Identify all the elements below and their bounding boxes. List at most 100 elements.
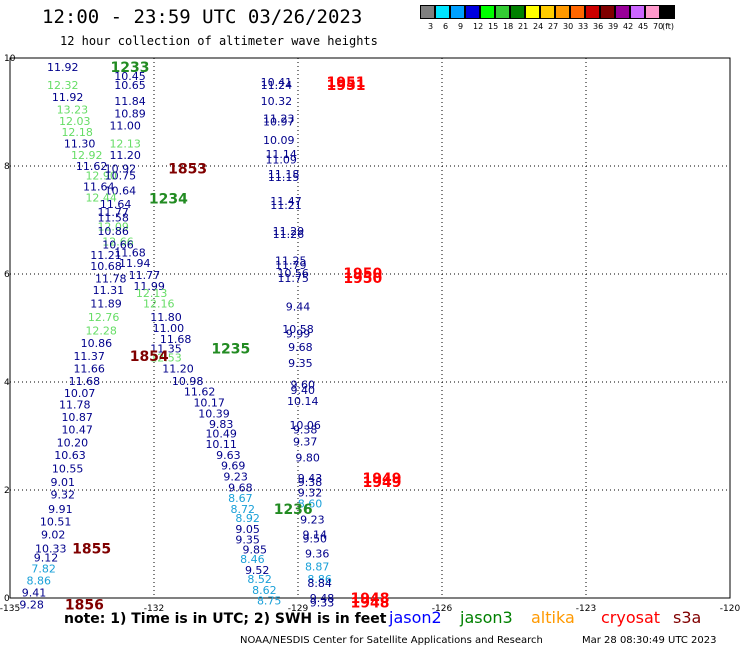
wave-height-point: 10.41: [261, 76, 293, 89]
wave-height-point: 10.66: [102, 238, 134, 251]
x-tick-label: -132: [144, 604, 164, 614]
wave-height-point: 11.84: [114, 95, 146, 108]
wave-height-point: 8.75: [257, 595, 282, 608]
pass-time-label: 1236: [274, 502, 313, 518]
pass-time-label: 1856: [65, 597, 104, 613]
wave-height-point: 11.25: [275, 255, 307, 268]
wave-height-point: 8.84: [307, 577, 332, 590]
wave-height-point: 10.68: [90, 260, 122, 273]
wave-height-point: 11.92: [47, 61, 79, 74]
wave-height-point: 11.24: [261, 79, 293, 92]
wave-height-point: 11.21: [90, 249, 122, 262]
wave-height-point: 9.85: [243, 543, 268, 556]
wave-height-point: 12.13: [136, 287, 168, 300]
satellite-legend-altika: altika: [531, 608, 575, 627]
wave-height-point: 10.49: [205, 427, 237, 440]
scale-label: 42: [623, 22, 634, 31]
chart-title: 12:00 - 23:59 UTC 03/26/2023: [42, 6, 363, 28]
x-tick-label: -129: [288, 604, 309, 614]
wave-height-point: 9.14: [303, 528, 328, 541]
wave-height-point: 10.14: [287, 395, 319, 408]
scale-label: 30: [563, 22, 574, 31]
scale-swatch: [630, 5, 645, 19]
wave-height-point: 10.97: [263, 116, 295, 129]
wave-height-point: 10.63: [54, 449, 86, 462]
wave-height-point: 9.35: [235, 534, 260, 547]
y-tick-label: 2: [4, 486, 10, 496]
scale-swatch: [510, 5, 525, 19]
pass-time-label: 1949: [363, 475, 402, 491]
scale-swatch: [585, 5, 600, 19]
satellite-legend-jason2: jason2: [389, 608, 442, 627]
wave-height-point: 11.64: [100, 198, 132, 211]
wave-height-point: 8.46: [240, 553, 265, 566]
wave-height-point: 11.31: [93, 284, 125, 297]
scale-label: 21: [518, 22, 529, 31]
scale-swatch: [555, 5, 570, 19]
pass-time-label: 1235: [211, 342, 250, 358]
wave-height-point: 12.16: [143, 298, 175, 311]
y-tick-label: 10: [4, 54, 16, 64]
scale-label: 27: [548, 22, 559, 31]
scale-swatch: [465, 5, 480, 19]
satellite-legend-s3a: s3a: [673, 608, 702, 627]
wave-height-point: 11.09: [265, 154, 297, 167]
wave-height-point: 11.47: [270, 195, 302, 208]
pass-time-label: 1853: [168, 162, 207, 178]
wave-height-point: 11.15: [268, 171, 300, 184]
wave-height-point: 12.44: [85, 191, 117, 204]
scale-label: (ft): [662, 22, 675, 31]
wave-height-point: 12.18: [61, 126, 93, 139]
scale-label: 18: [503, 22, 514, 31]
wave-height-point: 11.64: [83, 181, 115, 194]
wave-height-point: 9.32: [51, 488, 76, 501]
wave-height-point: 9.38: [293, 424, 318, 437]
wave-height-point: 11.18: [268, 168, 300, 181]
y-tick-label: 8: [4, 162, 10, 172]
pass-time-label: 1948: [351, 591, 390, 607]
wave-height-point: 8.60: [298, 498, 323, 511]
wave-height-point: 11.29: [273, 225, 305, 238]
wave-height-point: 9.33: [310, 596, 335, 609]
wave-height-point: 9.40: [291, 384, 316, 397]
scale-swatch: [435, 5, 450, 19]
pass-time-label: 1949: [363, 471, 402, 487]
scale-swatch: [495, 5, 510, 19]
wave-height-point: 9.80: [295, 452, 320, 465]
wave-height-point: 12.28: [85, 325, 117, 338]
pass-time-label: 1951: [327, 78, 366, 94]
wave-height-point: 9.63: [216, 449, 241, 462]
wave-height-point: 9.23: [300, 514, 325, 527]
wave-height-point: 11.78: [95, 272, 127, 285]
wave-height-point: 8.86: [307, 573, 332, 586]
wave-height-point: 13.23: [57, 103, 89, 116]
scale-label: 36: [593, 22, 604, 31]
pass-time-label: 1948: [351, 595, 390, 611]
wave-height-point: 8.52: [247, 573, 272, 586]
wave-height-point: 9.32: [298, 487, 323, 500]
wave-height-point: 11.62: [76, 160, 108, 173]
scale-label: 70: [653, 22, 664, 31]
wave-height-point: 9.36: [305, 548, 330, 561]
pass-time-label: 1234: [149, 191, 188, 207]
wave-height-point: 8.72: [231, 503, 256, 516]
wave-height-point: 7.82: [31, 562, 56, 575]
wave-height-point: 9.60: [291, 379, 316, 392]
scale-label: 45: [638, 22, 649, 31]
wave-height-point: 11.66: [73, 363, 105, 376]
wave-height-point: 11.89: [90, 298, 122, 311]
wave-height-point: 9.05: [235, 523, 260, 536]
wave-height-point: 9.01: [51, 476, 76, 489]
wave-height-point: 12.76: [88, 311, 120, 324]
y-tick-label: 0: [4, 594, 10, 604]
wave-height-point: 10.06: [289, 419, 321, 432]
wave-height-point: 11.58: [97, 211, 129, 224]
wave-height-point: 11.75: [277, 272, 309, 285]
wave-height-point: 11.79: [275, 259, 307, 272]
wave-height-point: 11.30: [64, 137, 96, 150]
wave-height-point: 9.41: [22, 587, 47, 600]
wave-height-point: 11.62: [184, 386, 216, 399]
wave-height-point: 9.43: [298, 472, 323, 485]
wave-height-point: 8.62: [252, 584, 277, 597]
